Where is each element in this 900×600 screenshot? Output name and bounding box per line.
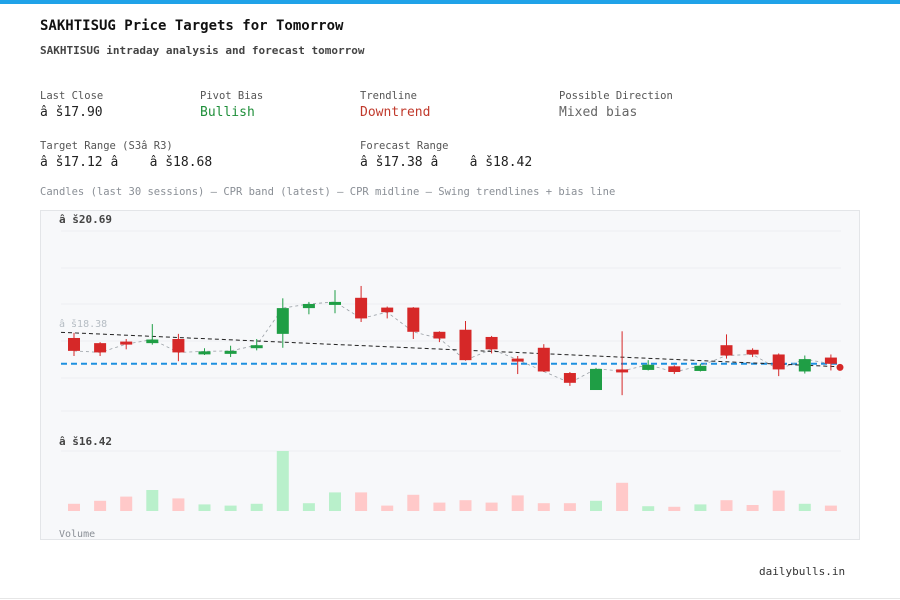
volume-bar (824, 505, 837, 511)
candle-body (459, 329, 472, 361)
last-close-marker (836, 363, 844, 371)
candle-body (746, 349, 759, 355)
chart-caption: Candles (last 30 sessions) – CPR band (l… (40, 186, 616, 198)
candle-body (68, 337, 80, 351)
accent-bar (0, 0, 900, 4)
volume-bar (120, 496, 133, 511)
stat-value: Bullish (200, 105, 255, 120)
candle-body (407, 307, 420, 332)
volume-bar (511, 495, 524, 511)
volume-bar (694, 504, 707, 511)
volume-bar (720, 500, 733, 511)
volume-bar (485, 502, 498, 511)
stat-label: Possible Direction (559, 90, 673, 102)
candle-body (433, 331, 446, 339)
volume-bar (642, 506, 655, 511)
candle-body (511, 358, 524, 362)
candle-body (198, 351, 211, 355)
volume-bar (798, 503, 811, 511)
volume-bar (381, 505, 394, 511)
stat-value: Mixed bias (559, 105, 638, 120)
candle-body (772, 354, 785, 370)
stat-value: â š17.12 â â š18.68 (40, 155, 213, 170)
candle-body (563, 373, 576, 383)
brand-footer: dailybulls.in (759, 565, 846, 578)
candle-body (329, 301, 341, 305)
candle-body (694, 365, 707, 371)
candle-body (642, 364, 655, 370)
chart-panel: â š20.69 â š16.42 â š18.38 Volume (40, 210, 860, 540)
volume-bar (746, 505, 759, 511)
stat-label: Target Range (S3â R3) (40, 140, 173, 152)
stat-label: Last Close (40, 90, 104, 102)
candlestick-chart: â š20.69 â š16.42 â š18.38 Volume (59, 213, 844, 540)
volume-bar (590, 500, 602, 511)
volume-bar (224, 505, 237, 511)
volume-bar (433, 502, 446, 511)
volume-bar (355, 492, 368, 511)
stat-value: Downtrend (360, 105, 431, 120)
volume-bar (198, 504, 211, 511)
page-title: SAKHTISUG Price Targets for Tomorrow (40, 18, 344, 34)
volume-bar (537, 503, 550, 511)
volume-bar (68, 503, 80, 511)
candle-body (798, 359, 811, 372)
stat-pivot-bias: Pivot Bias Bullish (200, 90, 263, 120)
swing-trendline (73, 301, 831, 384)
candle-body (355, 297, 368, 319)
candle-body (146, 339, 159, 344)
candle-body (120, 341, 133, 345)
stat-label: Trendline (360, 90, 417, 102)
volume-bar (459, 500, 472, 511)
stat-value: â š17.38 â â š18.42 (360, 155, 533, 170)
candle-body (250, 345, 263, 349)
volume-bar (302, 503, 315, 511)
volume-bar (563, 503, 576, 511)
stat-value: â š17.90 (40, 105, 103, 120)
volume-bar (250, 503, 263, 511)
candle-body (485, 336, 498, 350)
volume-bar (276, 451, 289, 511)
stat-target-range: Target Range (S3â R3) â š17.12 â â š18.6… (40, 140, 212, 170)
price-level-label: â š18.38 (59, 318, 107, 330)
page-subtitle: SAKHTISUG intraday analysis and forecast… (40, 44, 365, 57)
volume-bar (94, 500, 107, 511)
stat-last-close: Last Close â š17.90 (40, 90, 103, 120)
stat-possible-direction: Possible Direction Mixed bias (559, 90, 673, 120)
candle-body (590, 368, 602, 391)
volume-label: Volume (59, 529, 95, 540)
candle-body (537, 347, 550, 372)
candle-body (381, 307, 394, 313)
candle-body (224, 350, 237, 354)
volume-bar (329, 492, 341, 511)
volume-bar (668, 506, 681, 511)
stat-forecast-range: Forecast Range â š17.38 â â š18.42 (360, 140, 532, 170)
candle-body (668, 366, 681, 372)
candle-body (276, 308, 289, 334)
divider (0, 598, 900, 599)
stat-label: Pivot Bias (200, 90, 264, 102)
stat-trendline: Trendline Downtrend (360, 90, 430, 120)
stat-label: Forecast Range (360, 140, 449, 152)
candle-body (824, 357, 837, 364)
candle-body (302, 303, 315, 309)
volume-bar (146, 490, 159, 511)
candle-body (616, 369, 629, 373)
price-label-top: â š20.69 (59, 213, 112, 226)
candle-body (94, 343, 107, 353)
volume-bar (407, 494, 420, 511)
volume-bar (772, 490, 785, 511)
price-label-bottom: â š16.42 (59, 435, 112, 448)
candle-body (720, 345, 733, 356)
volume-bar (616, 482, 629, 511)
volume-bar (172, 498, 185, 511)
candle-body (172, 339, 185, 353)
